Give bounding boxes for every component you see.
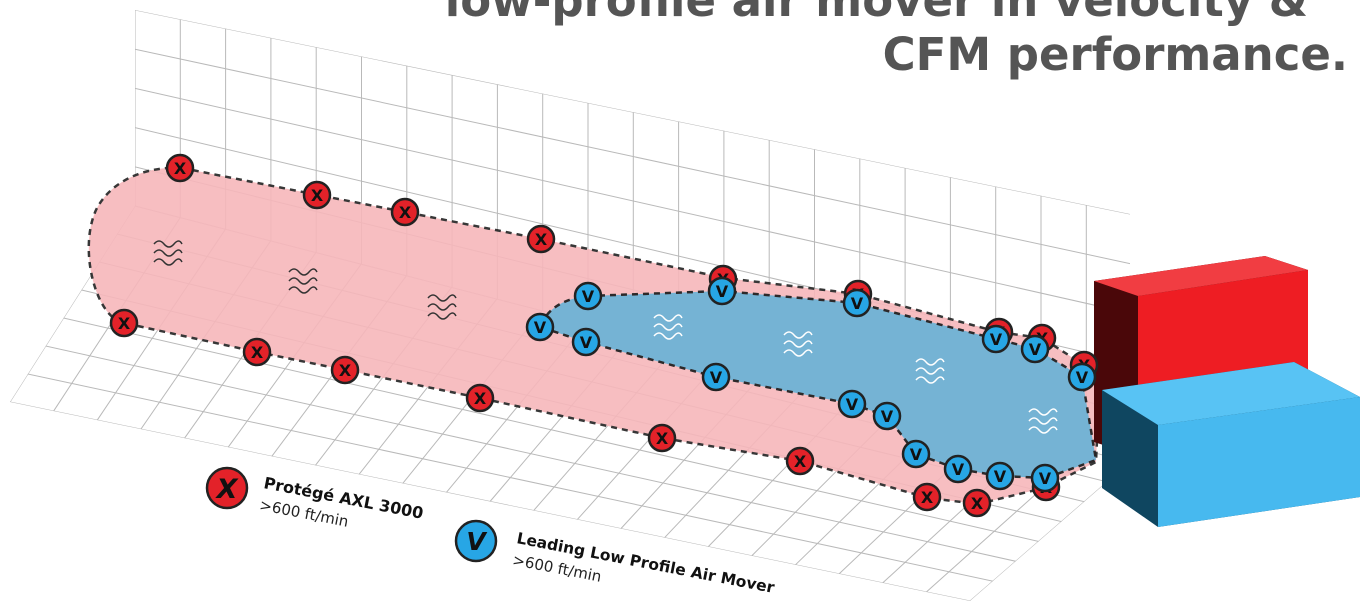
svg-text:V: V: [846, 395, 859, 414]
svg-text:V: V: [582, 287, 595, 306]
svg-text:X: X: [535, 230, 548, 249]
leading-marker: V: [573, 281, 603, 311]
leading-marker: V: [943, 454, 973, 484]
svg-text:X: X: [399, 203, 412, 222]
svg-text:X: X: [311, 186, 324, 205]
legend-item-protege: X Protégé AXL 3000 >600 ft/min: [205, 466, 425, 531]
leading-marker: V: [985, 461, 1015, 491]
svg-text:X: X: [251, 343, 264, 362]
leading-marker: V: [701, 362, 731, 392]
leading-marker: V: [525, 312, 555, 342]
protege-marker: X: [962, 488, 992, 518]
protege-marker: X: [390, 197, 420, 227]
svg-text:V: V: [1076, 368, 1089, 387]
protege-marker: X: [109, 308, 139, 338]
headline-line-2: CFM performance.: [882, 28, 1348, 81]
leading-marker: V: [837, 389, 867, 419]
leading-marker: V: [707, 276, 737, 306]
svg-text:V: V: [910, 445, 923, 464]
svg-text:X: X: [656, 429, 669, 448]
leading-legend-icon: [454, 519, 498, 563]
protege-legend-icon: [205, 466, 249, 510]
protege-marker: X: [242, 337, 272, 367]
protege-marker: X: [785, 446, 815, 476]
protege-marker: X: [465, 383, 495, 413]
leading-legend-glyph: V: [466, 527, 487, 556]
svg-text:V: V: [851, 294, 864, 313]
svg-text:V: V: [1039, 469, 1052, 488]
leading-marker: V: [1067, 362, 1097, 392]
leading-marker: V: [842, 288, 872, 318]
protege-marker: X: [330, 355, 360, 385]
headline-line-1: low-profile air mover in velocity &: [444, 0, 1308, 27]
svg-text:X: X: [794, 452, 807, 471]
airflow-icons: [153, 240, 1058, 434]
svg-text:X: X: [339, 361, 352, 380]
legend-item-leading: V Leading Low Profile Air Mover >600 ft/…: [454, 519, 776, 597]
leading-marker: V: [1030, 463, 1060, 493]
svg-text:X: X: [118, 314, 131, 333]
svg-text:X: X: [971, 494, 984, 513]
svg-text:X: X: [174, 159, 187, 178]
protege-marker: X: [912, 482, 942, 512]
leading-marker: V: [872, 401, 902, 431]
leading-marker: V: [1020, 334, 1050, 364]
protege-marker: X: [647, 423, 677, 453]
protege-marker: X: [526, 224, 556, 254]
svg-text:V: V: [881, 407, 894, 426]
svg-text:V: V: [716, 282, 729, 301]
svg-text:V: V: [994, 467, 1007, 486]
legend: X Protégé AXL 3000 >600 ft/min V Leading…: [205, 466, 776, 597]
protege-marker: X: [165, 153, 195, 183]
svg-text:X: X: [474, 389, 487, 408]
svg-text:X: X: [921, 488, 934, 507]
svg-text:V: V: [534, 318, 547, 337]
leading-unit-box: [1102, 362, 1360, 527]
protege-legend-glyph: X: [215, 474, 239, 505]
leading-marker: V: [981, 324, 1011, 354]
svg-text:V: V: [990, 330, 1003, 349]
leading-marker: V: [901, 439, 931, 469]
svg-text:V: V: [580, 333, 593, 352]
svg-text:V: V: [952, 460, 965, 479]
protege-marker: X: [302, 180, 332, 210]
svg-text:V: V: [1029, 340, 1042, 359]
svg-text:V: V: [710, 368, 723, 387]
leading-marker: V: [571, 327, 601, 357]
